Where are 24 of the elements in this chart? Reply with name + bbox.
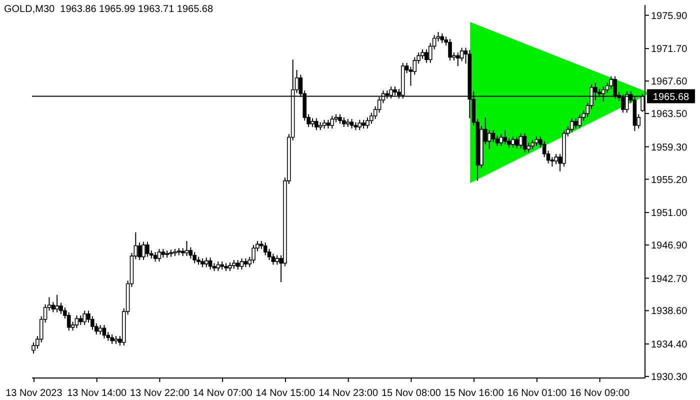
x-tick-label: 13 Nov 14:00 [67, 388, 128, 399]
x-tick-label: 13 Nov 22:00 [130, 388, 190, 399]
y-tick-label: 1934.40 [651, 339, 688, 350]
y-tick-label: 1967.60 [651, 76, 688, 88]
chart-title: GOLD,M30 1963.86 1965.99 1963.71 1965.68 [4, 4, 214, 15]
x-tick-label: 16 Nov 09:00 [570, 388, 630, 399]
y-tick-label: 1959.30 [651, 142, 688, 154]
y-tick-label: 1955.20 [651, 174, 688, 186]
x-tick-label: 13 Nov 2023 [6, 388, 63, 399]
y-tick-label: 1942.70 [651, 274, 688, 285]
x-tick-label: 14 Nov 07:00 [192, 388, 253, 399]
x-tick-label: 16 Nov 01:00 [507, 388, 568, 399]
x-tick-label: 14 Nov 15:00 [256, 388, 316, 399]
ref-line-label: 1965.68 [652, 92, 690, 104]
y-tick-label: 1963.50 [651, 109, 688, 120]
x-tick-label: 15 Nov 16:00 [444, 388, 504, 399]
y-tick-label: 1938.60 [651, 306, 688, 318]
y-tick-label: 1951.00 [651, 208, 688, 220]
x-tick-label: 15 Nov 08:00 [381, 388, 442, 399]
y-tick-label: 1971.70 [651, 44, 688, 56]
y-tick-label: 1930.30 [651, 372, 688, 383]
y-tick-label: 1975.90 [651, 10, 688, 22]
y-tick-label: 1946.90 [651, 240, 688, 252]
x-tick-label: 14 Nov 23:00 [318, 388, 378, 399]
